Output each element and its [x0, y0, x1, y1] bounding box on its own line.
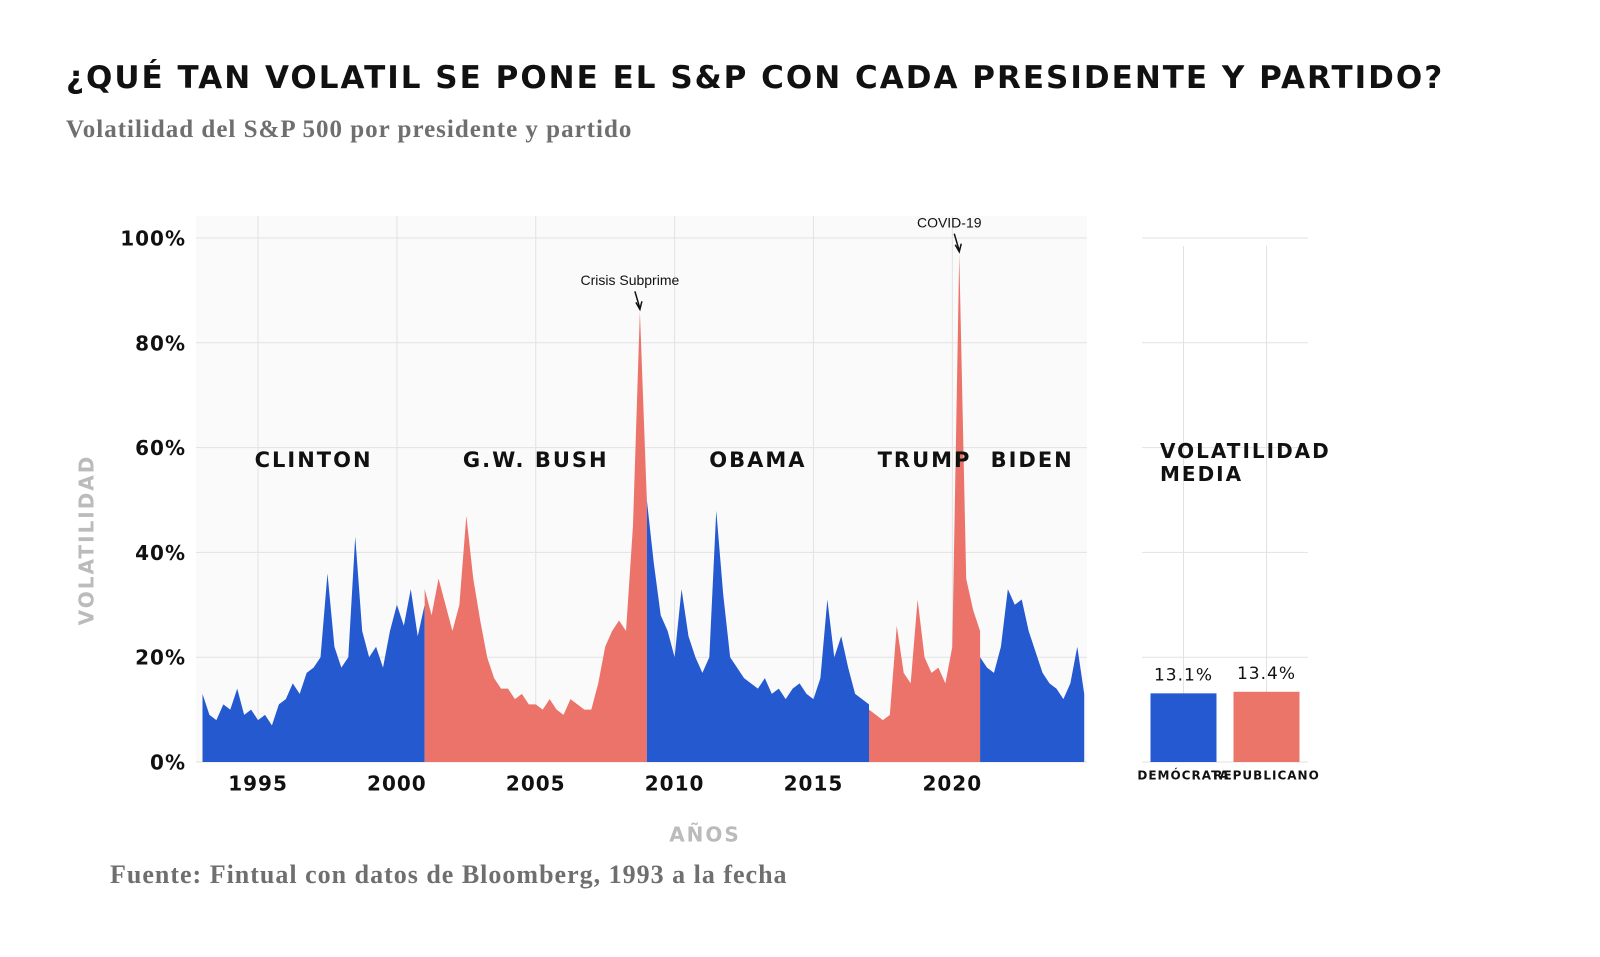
annotation-arrowhead: [954, 243, 962, 254]
area: [646, 500, 869, 762]
bar: [1150, 693, 1217, 762]
source: Fuente: Fintual con datos de Bloomberg, …: [110, 860, 788, 889]
x-tick-label: 2010: [645, 772, 705, 796]
x-tick-label: 2000: [367, 772, 427, 796]
bar: [1233, 691, 1300, 762]
annotation-arrow: [953, 233, 960, 251]
y-axis-label: VOLATILIDAD: [75, 455, 99, 626]
y-tick-label: 100%: [120, 227, 186, 251]
president-label: BIDEN: [991, 448, 1074, 472]
bar-chart-title: VOLATILIDAD MEDIA: [1160, 439, 1331, 486]
president-label: CLINTON: [255, 448, 373, 472]
area: [868, 253, 981, 762]
president-label: G.W. BUSH: [463, 448, 609, 472]
annotation: Crisis Subprime: [580, 272, 679, 288]
value-label: 13.1%: [1154, 665, 1213, 685]
subtitle: Volatilidad del S&P 500 por presidente y…: [66, 116, 633, 143]
area: [424, 311, 647, 762]
x-tick-label: REPUBLICANO: [1213, 769, 1320, 783]
president-label: TRUMP: [878, 448, 972, 472]
x-axis-label: AÑOS: [669, 823, 741, 847]
x-tick-label: 2005: [506, 772, 566, 796]
value-label: 13.4%: [1237, 664, 1296, 684]
x-tick-label: DEMÓCRATA: [1137, 768, 1229, 783]
annotation-arrowhead: [635, 301, 643, 312]
title: ¿QUÉ TAN VOLATIL SE PONE EL S&P CON CADA…: [66, 60, 1445, 96]
x-tick-label: 2015: [784, 772, 844, 796]
annotation-arrow: [634, 291, 641, 309]
president-label: OBAMA: [709, 448, 806, 472]
x-tick-label: 2020: [922, 772, 982, 796]
y-tick-label: 20%: [135, 646, 186, 670]
x-tick-label: 1995: [228, 772, 288, 796]
annotation: COVID-19: [917, 214, 982, 230]
y-tick-label: 60%: [135, 436, 186, 460]
area: [980, 589, 1085, 762]
y-tick-label: 80%: [135, 331, 186, 355]
y-tick-label: 40%: [135, 541, 186, 565]
area: [202, 536, 425, 762]
y-tick-label: 0%: [150, 751, 186, 775]
